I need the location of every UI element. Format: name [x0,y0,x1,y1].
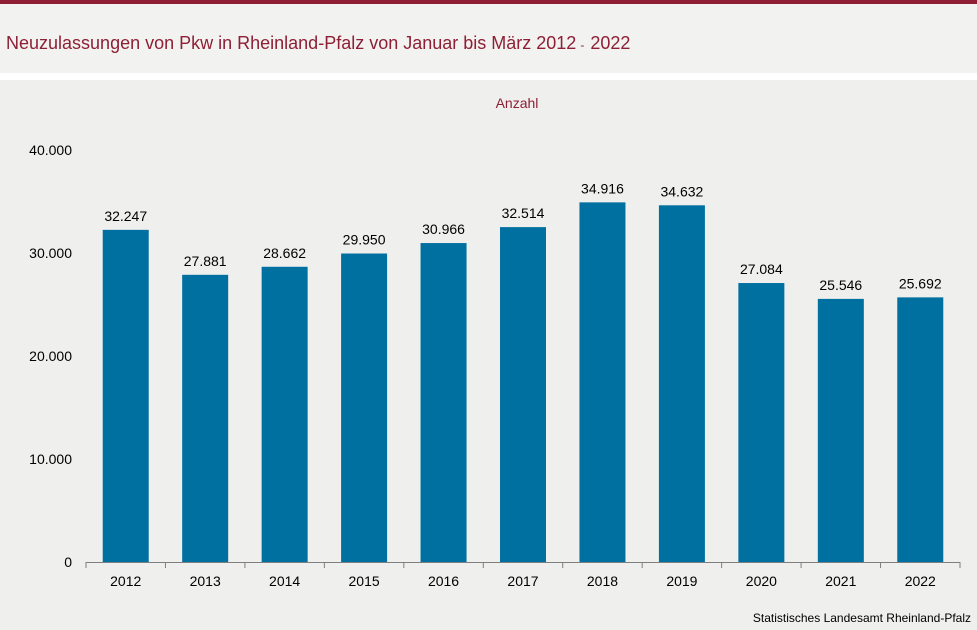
bar-value-label: 28.662 [263,245,306,261]
x-tick-label: 2012 [110,573,141,589]
y-axis-label: Anzahl [496,95,539,111]
chart-title-dash: - [580,38,585,52]
bar-value-label: 32.247 [104,208,147,224]
bar [500,227,546,562]
y-tick-label: 20.000 [29,348,72,364]
chart-title: Neuzulassungen von Pkw in Rheinland-Pfal… [6,33,630,54]
bar [817,298,864,562]
bar-value-label: 27.084 [740,261,783,277]
chart-header: Neuzulassungen von Pkw in Rheinland-Pfal… [0,4,977,73]
bar-value-label: 34.916 [581,180,624,196]
bar-value-label: 30.966 [422,221,465,237]
bar [738,283,785,562]
bar [658,205,705,562]
y-tick-label: 40.000 [29,142,72,158]
bar [420,243,467,562]
x-tick-label: 2022 [905,573,936,589]
chart-area [0,80,977,630]
y-tick-label: 30.000 [29,245,72,261]
bar [182,274,229,562]
x-tick-label: 2015 [349,573,380,589]
bar [341,253,388,562]
bar [579,202,626,562]
x-tick-label: 2020 [746,573,777,589]
x-tick-label: 2016 [428,573,459,589]
top-rule [0,0,977,4]
bar-value-label: 27.881 [184,253,227,269]
bar [897,297,944,562]
bar-value-label: 32.514 [502,205,545,221]
bar-value-label: 25.546 [819,277,862,293]
bar [261,266,308,562]
chart-title-end: 2022 [590,33,631,53]
x-tick-label: 2014 [269,573,300,589]
x-tick-label: 2017 [507,573,538,589]
source-note: Statistisches Landesamt Rheinland-Pfalz [752,611,971,625]
y-tick-label: 10.000 [29,451,72,467]
x-tick-label: 2021 [825,573,856,589]
y-tick-label: 0 [64,554,72,570]
bar-value-label: 25.692 [899,275,942,291]
chart-title-text: Neuzulassungen von Pkw in Rheinland-Pfal… [6,33,577,53]
x-tick-label: 2018 [587,573,618,589]
x-tick-label: 2019 [666,573,697,589]
x-tick-label: 2013 [190,573,221,589]
bar-value-label: 34.632 [660,183,703,199]
bar-value-label: 29.950 [343,232,386,248]
header-separator [0,73,977,80]
bar [102,229,149,562]
